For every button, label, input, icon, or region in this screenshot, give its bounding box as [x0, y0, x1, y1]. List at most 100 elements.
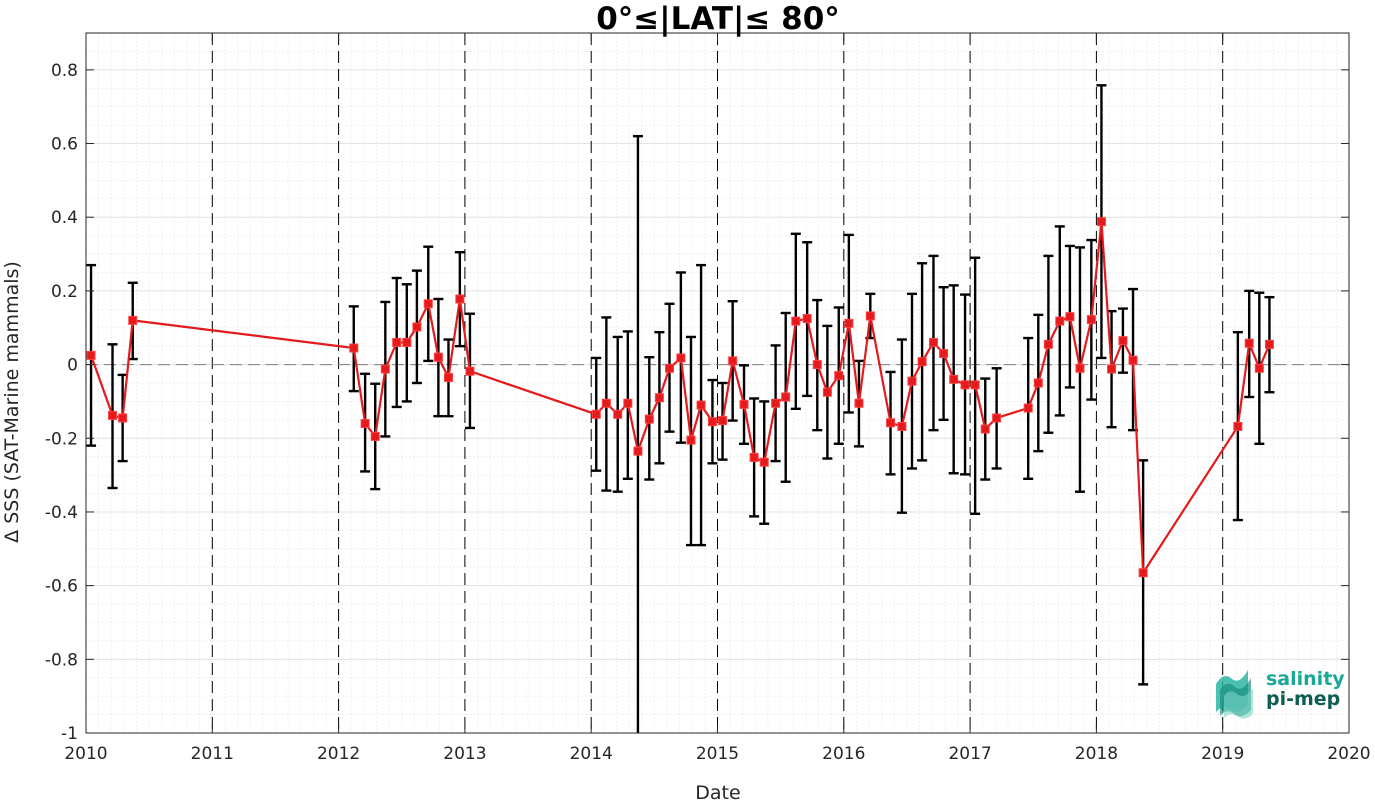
data-point-marker — [118, 413, 128, 423]
data-point-marker — [739, 399, 749, 409]
y-tick-label: 0.2 — [51, 282, 78, 302]
data-point-marker — [465, 366, 475, 376]
axis-ticks — [85, 33, 1350, 734]
data-point-marker — [1023, 403, 1033, 413]
data-point-marker — [791, 316, 801, 326]
data-point-marker — [759, 457, 769, 467]
data-point-marker — [917, 357, 927, 367]
logo-text-salinity: salinity — [1266, 668, 1345, 690]
chart-title: 0°≤|LAT|≤ 80° — [596, 1, 840, 37]
data-point-marker — [970, 380, 980, 390]
data-point-marker — [728, 356, 738, 366]
data-point-marker — [822, 387, 832, 397]
year-divider-lines — [211, 33, 1224, 733]
data-point-marker — [960, 380, 970, 390]
data-point-marker — [1118, 336, 1128, 346]
y-tick-label: 0.8 — [51, 61, 78, 81]
data-point-marker — [1107, 364, 1117, 374]
data-point-marker — [402, 337, 412, 347]
wave-icon — [1216, 670, 1253, 719]
data-point-marker — [1244, 338, 1254, 348]
x-tick-label: 2015 — [696, 744, 739, 764]
data-point-marker — [654, 393, 664, 403]
data-point-marker — [886, 418, 896, 428]
data-point-marker — [718, 416, 728, 426]
y-tick-label: 0.6 — [51, 135, 78, 155]
x-tick-label: 2012 — [317, 744, 360, 764]
data-point-marker — [349, 343, 359, 353]
x-axis-label: Date — [695, 782, 740, 801]
data-point-marker — [812, 360, 822, 370]
data-point-marker — [865, 311, 875, 321]
data-point-marker — [676, 353, 686, 363]
data-point-marker — [1043, 339, 1053, 349]
x-tick-label: 2016 — [822, 744, 865, 764]
data-point-marker — [802, 314, 812, 324]
y-tick-label: 0 — [67, 356, 78, 376]
data-point-marker — [665, 363, 675, 373]
data-point-marker — [781, 392, 791, 402]
x-tick-label: 2014 — [570, 744, 613, 764]
y-tick-label: -0.6 — [45, 577, 78, 597]
data-point-marker — [928, 337, 938, 347]
data-point-marker — [601, 398, 611, 408]
data-point-marker — [980, 424, 990, 434]
data-point-marker — [907, 376, 917, 386]
data-point-marker — [992, 413, 1002, 423]
data-point-marker — [1096, 217, 1106, 227]
y-tick-labels: 0.8 0.6 0.4 0.2 0 -0.2 -0.4 -0.6 -0.8 -1 — [45, 61, 78, 744]
logo-text-pi-mep: pi-mep — [1266, 688, 1341, 710]
data-point-marker — [86, 350, 96, 360]
data-point-marker — [1264, 339, 1274, 349]
data-markers — [86, 217, 1274, 578]
y-tick-label: -0.8 — [45, 650, 78, 670]
data-point-marker — [949, 374, 959, 384]
data-point-marker — [623, 398, 633, 408]
data-point-marker — [696, 400, 706, 410]
x-tick-label: 2017 — [948, 744, 991, 764]
series-line — [90, 221, 1271, 577]
salinity-pi-mep-logo — [1216, 670, 1253, 719]
y-tick-label: -0.2 — [45, 429, 78, 449]
data-point-marker — [854, 398, 864, 408]
x-tick-label: 2020 — [1327, 744, 1370, 764]
data-point-marker — [834, 371, 844, 381]
x-tick-labels: 2010 2011 2012 2013 2014 2015 2016 2017 2018 2019… — [64, 744, 1370, 764]
data-point-marker — [1138, 568, 1148, 578]
data-point-marker — [591, 409, 601, 419]
data-point-marker — [771, 398, 781, 408]
data-point-marker — [1075, 363, 1085, 373]
x-tick-label: 2010 — [64, 744, 107, 764]
data-point-marker — [939, 349, 949, 359]
data-point-marker — [1033, 378, 1043, 388]
y-tick-label: -1 — [61, 724, 78, 744]
data-point-marker — [897, 421, 907, 431]
data-point-marker — [1065, 312, 1075, 322]
data-point-marker — [844, 318, 854, 328]
data-point-marker — [443, 372, 453, 382]
data-point-marker — [412, 322, 422, 332]
data-point-marker — [749, 452, 759, 462]
x-tick-label: 2013 — [443, 744, 486, 764]
data-point-marker — [644, 414, 654, 424]
data-point-marker — [392, 337, 402, 347]
data-point-marker — [128, 315, 138, 325]
data-point-marker — [423, 299, 433, 309]
y-tick-label: 0.4 — [51, 208, 78, 228]
data-point-marker — [1254, 363, 1264, 373]
data-point-marker — [686, 435, 696, 445]
data-point-marker — [633, 446, 643, 456]
data-point-marker — [1055, 316, 1065, 326]
data-point-marker — [433, 352, 443, 362]
data-point-marker — [380, 364, 390, 374]
y-axis-label: Δ SSS (SAT-Marine mammals) — [1, 261, 23, 543]
data-point-marker — [108, 410, 118, 420]
x-tick-label: 2011 — [191, 744, 234, 764]
y-tick-label: -0.4 — [45, 503, 78, 523]
data-point-marker — [455, 294, 465, 304]
x-tick-label: 2018 — [1075, 744, 1118, 764]
data-point-marker — [1086, 315, 1096, 325]
data-point-marker — [360, 419, 370, 429]
x-tick-label: 2019 — [1201, 744, 1244, 764]
